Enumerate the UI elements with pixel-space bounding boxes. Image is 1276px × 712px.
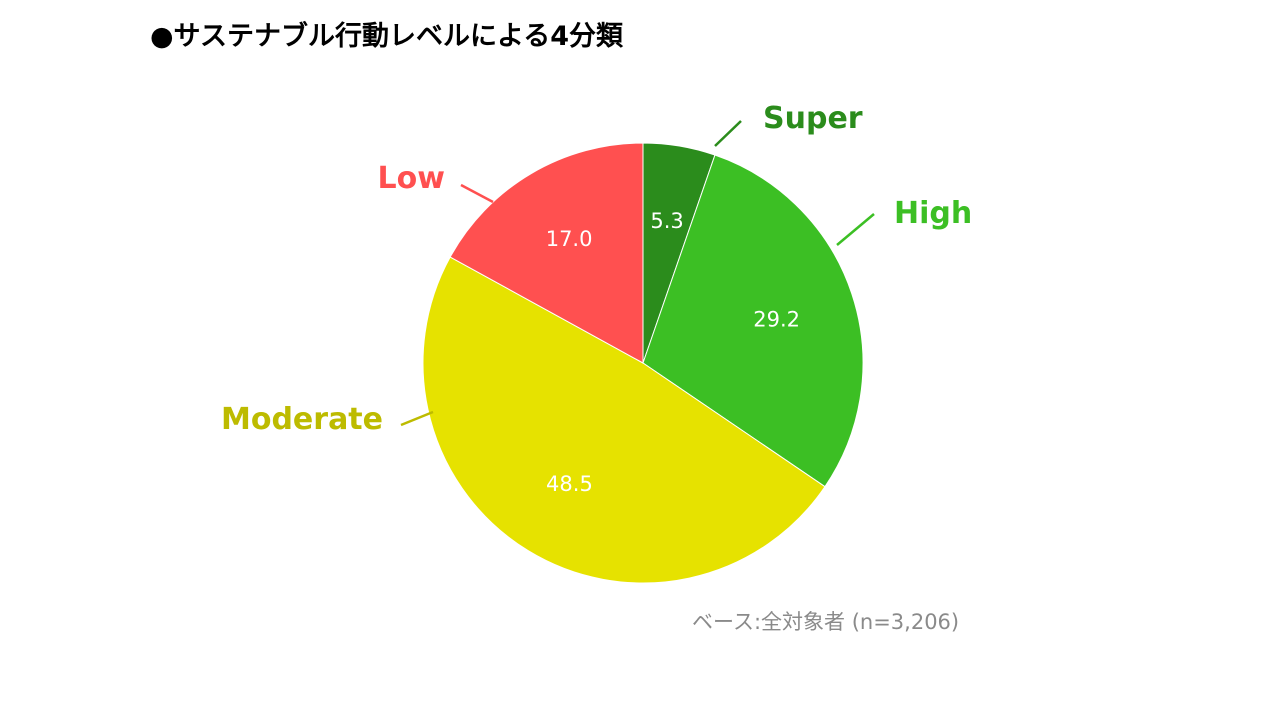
leader-line-moderate <box>400 410 434 427</box>
pie-slice-low <box>449 142 644 364</box>
leader-line-super <box>714 120 742 147</box>
chart-title: ●サステナブル行動レベルによる4分類 <box>150 21 623 52</box>
pie-slices <box>422 142 864 584</box>
value-label-moderate: 48.5 <box>546 472 593 496</box>
value-label-high: 29.2 <box>753 308 800 332</box>
leader-lines <box>400 120 875 427</box>
category-label-high: High <box>894 196 972 231</box>
category-label-moderate: Moderate <box>221 402 383 437</box>
value-label-low: 17.0 <box>546 227 593 251</box>
leader-line-high <box>836 213 875 246</box>
value-labels: 5.3 29.2 48.5 17.0 <box>546 209 800 496</box>
category-labels: Super High Moderate Low <box>221 101 972 437</box>
pie-slice-moderate <box>422 256 826 584</box>
base-note: ベース:全対象者 (n=3,206) <box>692 610 960 634</box>
pie-slice-high <box>642 154 864 488</box>
category-label-super: Super <box>763 101 863 136</box>
value-label-super: 5.3 <box>650 209 683 233</box>
leader-line-low <box>460 183 494 204</box>
category-label-low: Low <box>378 161 445 196</box>
